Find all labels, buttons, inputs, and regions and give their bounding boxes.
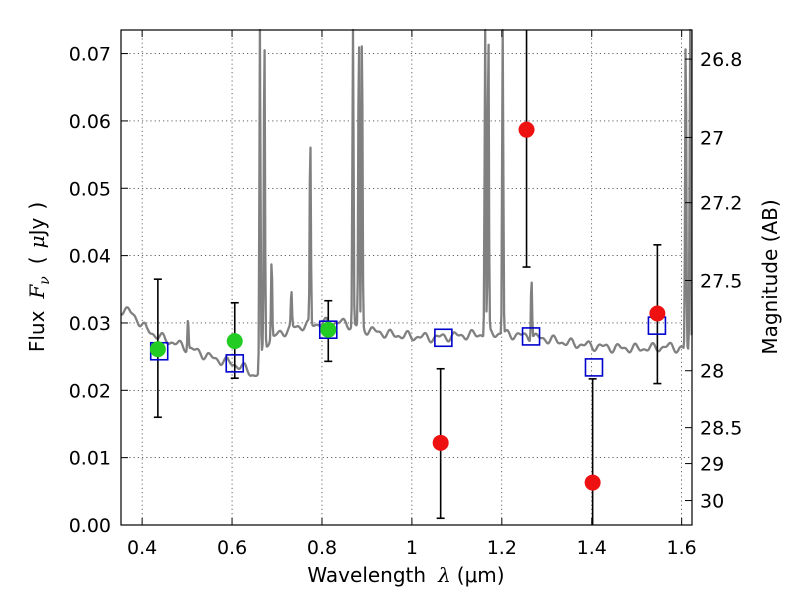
measurement-point <box>584 474 601 491</box>
y-axis-title: FluxFν(μJy) <box>25 202 53 352</box>
spectrum-series <box>120 28 693 378</box>
x-tick-label: 0.6 <box>217 537 247 559</box>
measurement-point <box>518 121 535 138</box>
error-bars <box>153 30 662 525</box>
plot-frame <box>120 29 693 526</box>
model-square <box>434 328 453 348</box>
y2-tick-label: 28 <box>700 361 724 383</box>
detection-point <box>149 341 166 358</box>
y2-tick-label: 30 <box>700 491 724 513</box>
measurement-point <box>432 434 449 451</box>
model-square <box>318 320 338 339</box>
y-tick-label: 0.02 <box>69 380 111 402</box>
model-square <box>225 354 245 373</box>
spectrum-line <box>120 28 693 378</box>
y2-tick-label: 29 <box>700 454 724 476</box>
x-axis-title: Wavelength λ (μm) <box>307 563 504 587</box>
x-tick-label: 0.4 <box>127 537 157 559</box>
y2-tick-label: 26.8 <box>700 49 742 71</box>
axis-ticks: 0.4 0.6 0.8 1 1.2 1.4 1.6 0.00 0.01 0.02 0.03 0.04 0… <box>69 30 742 559</box>
x-tick-label: 1 <box>406 537 418 559</box>
y2-tick-label: 27.2 <box>700 193 742 215</box>
model-square <box>584 358 604 377</box>
model-square <box>521 327 541 346</box>
y2-axis-title: Magnitude (AB) <box>758 199 782 354</box>
x-tick-label: 0.8 <box>307 537 337 559</box>
detection-point <box>226 333 243 350</box>
y-tick-label: 0.00 <box>69 515 111 537</box>
y2-tick-label: 27.5 <box>700 270 742 292</box>
y-tick-label: 0.01 <box>69 448 111 470</box>
y-tick-label: 0.06 <box>69 111 111 133</box>
data-markers <box>149 121 667 491</box>
y-tick-label: 0.05 <box>69 178 111 200</box>
y-tick-label: 0.04 <box>69 246 111 268</box>
grid <box>121 30 692 525</box>
x-tick-label: 1.6 <box>667 537 697 559</box>
y-tick-label: 0.07 <box>69 44 111 66</box>
y2-tick-label: 28.5 <box>700 418 742 440</box>
y2-tick-label: 27 <box>700 127 724 149</box>
x-tick-label: 1.2 <box>487 537 517 559</box>
detection-point <box>320 321 337 338</box>
x-tick-label: 1.4 <box>577 537 607 559</box>
y-tick-label: 0.03 <box>69 313 111 335</box>
measurement-point <box>649 305 666 322</box>
